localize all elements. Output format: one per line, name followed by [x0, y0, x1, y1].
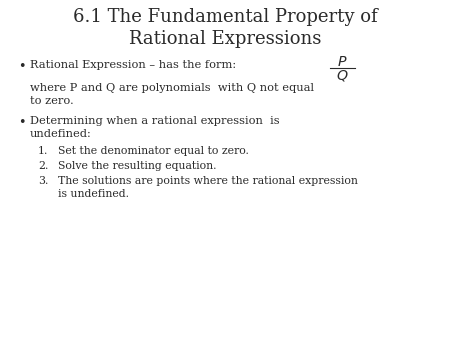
Text: Rational Expressions: Rational Expressions [129, 30, 321, 48]
Text: 2.: 2. [38, 161, 49, 171]
Text: $\it{Q}$: $\it{Q}$ [336, 68, 348, 83]
Text: Solve the resulting equation.: Solve the resulting equation. [58, 161, 216, 171]
Text: The solutions are points where the rational expression: The solutions are points where the ratio… [58, 176, 358, 186]
Text: •: • [18, 116, 26, 129]
Text: Rational Expression – has the form:: Rational Expression – has the form: [30, 60, 236, 70]
Text: •: • [18, 60, 26, 73]
Text: 6.1 The Fundamental Property of: 6.1 The Fundamental Property of [73, 8, 377, 26]
Text: $\it{P}$: $\it{P}$ [337, 55, 347, 69]
Text: undefined:: undefined: [30, 129, 92, 139]
Text: Determining when a rational expression  is: Determining when a rational expression i… [30, 116, 279, 126]
Text: 3.: 3. [38, 176, 49, 186]
Text: is undefined.: is undefined. [58, 189, 129, 199]
Text: to zero.: to zero. [30, 96, 74, 106]
Text: 1.: 1. [38, 146, 49, 156]
Text: Set the denominator equal to zero.: Set the denominator equal to zero. [58, 146, 249, 156]
Text: where P and Q are polynomials  with Q not equal: where P and Q are polynomials with Q not… [30, 83, 314, 93]
